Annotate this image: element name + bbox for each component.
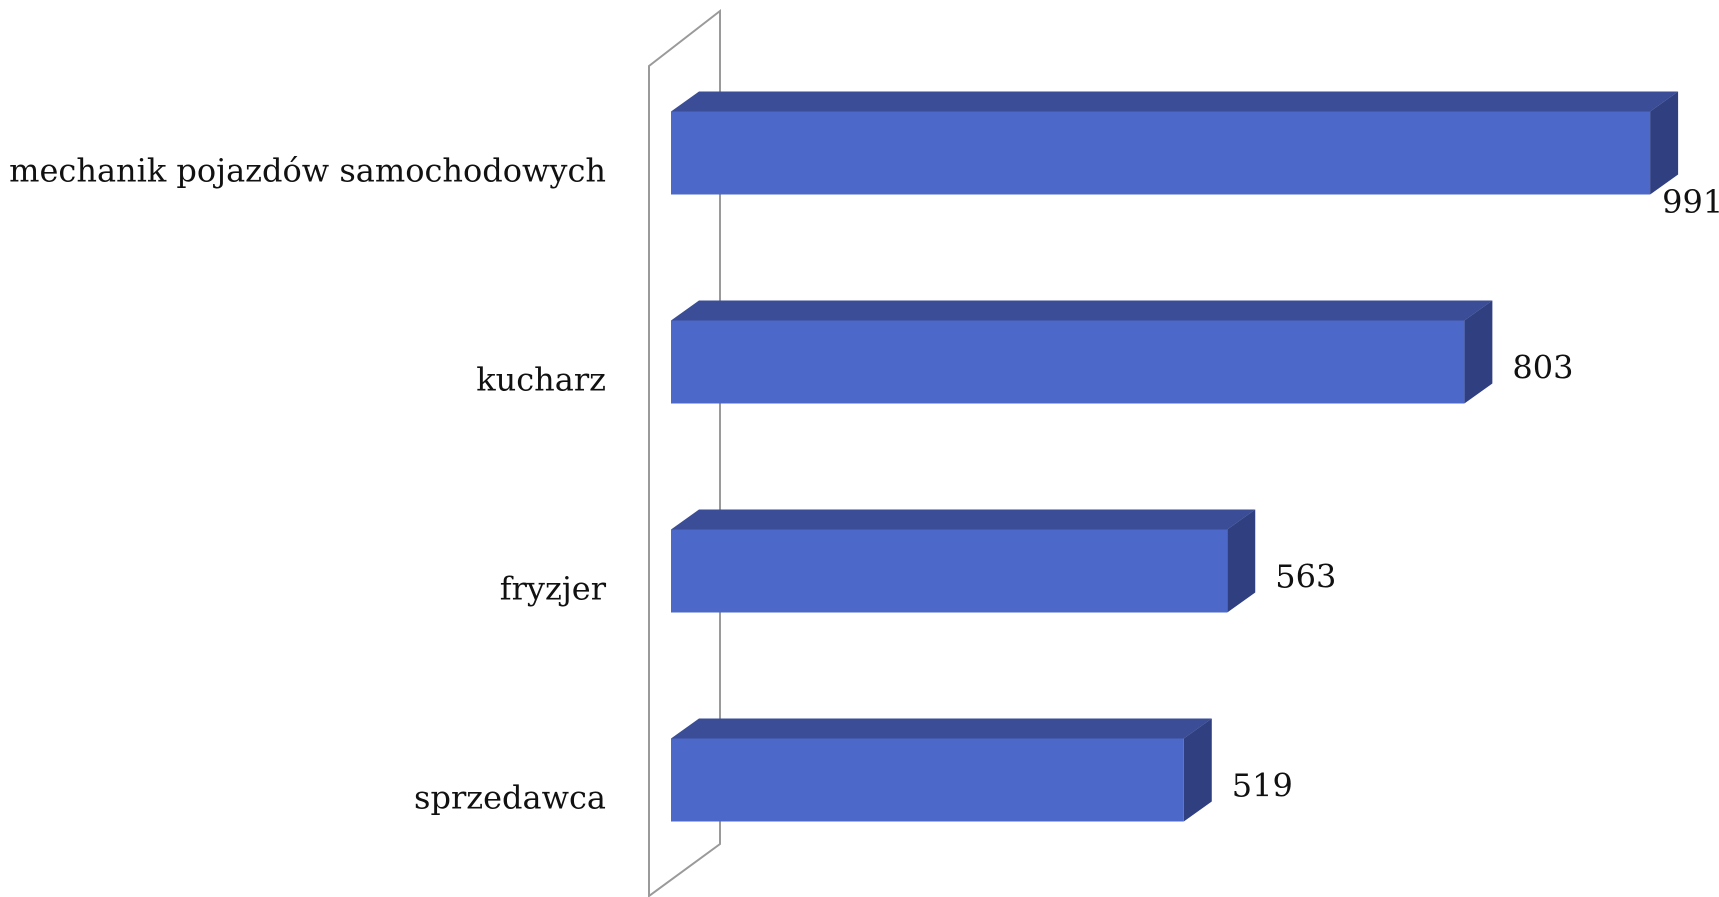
bar bbox=[671, 91, 1679, 195]
bar-front bbox=[671, 320, 1465, 404]
value-label: 563 bbox=[1275, 558, 1336, 596]
bar-top bbox=[671, 509, 1256, 530]
bar bbox=[671, 300, 1493, 404]
bar-side bbox=[1227, 509, 1256, 613]
bar-top bbox=[671, 91, 1679, 112]
bar-side bbox=[1464, 300, 1493, 404]
bar-front bbox=[671, 738, 1184, 822]
category-label: fryzjer bbox=[500, 570, 607, 608]
bar-side bbox=[1183, 718, 1212, 822]
category-label: kucharz bbox=[476, 361, 606, 399]
value-label: 803 bbox=[1512, 349, 1573, 387]
bar bbox=[671, 509, 1256, 613]
category-label: sprzedawca bbox=[414, 779, 606, 817]
value-label: 991 bbox=[1662, 183, 1719, 221]
bar-side bbox=[1650, 91, 1679, 195]
bar-front bbox=[671, 111, 1651, 195]
bar-top bbox=[671, 718, 1212, 739]
back-wall bbox=[648, 8, 721, 897]
bar-front bbox=[671, 529, 1228, 613]
bar-top bbox=[671, 300, 1493, 321]
category-label: mechanik pojazdów samochodowych bbox=[9, 152, 606, 190]
value-label: 519 bbox=[1232, 767, 1293, 805]
bar bbox=[671, 718, 1212, 822]
